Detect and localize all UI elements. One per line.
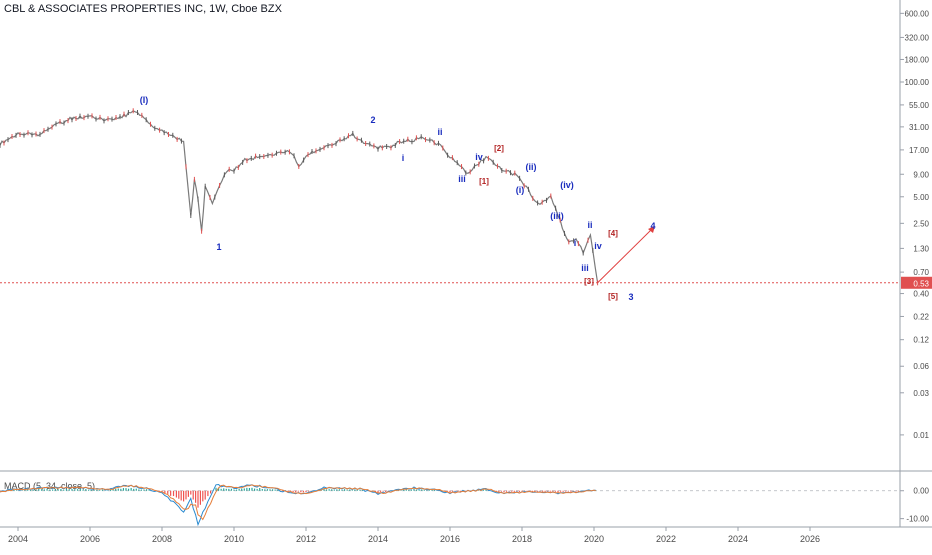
y-tick-label: 600.00 — [905, 9, 930, 18]
current-price-badge — [901, 276, 932, 289]
price-line — [0, 110, 599, 283]
x-tick-label: 2004 — [8, 534, 28, 544]
current-price-label: 0.53 — [913, 279, 929, 288]
y-tick-label: 0.40 — [913, 290, 929, 299]
wave-label: iv — [475, 152, 483, 162]
macd-pane: MACD (5, 34, close, 5) — [0, 481, 900, 527]
y-tick-label: 0.22 — [913, 312, 929, 321]
wave-label: 2 — [370, 115, 375, 125]
chart-title: CBL & ASSOCIATES PROPERTIES INC, 1W, Cbo… — [4, 3, 282, 15]
x-tick-label: 2022 — [656, 534, 676, 544]
wave-labels: (I)12iiiiiiiv(i)(ii)(iii)(iv)iiiiiiiv43[… — [140, 95, 656, 302]
macd-tick-label: 0.00 — [913, 487, 929, 496]
wave-label-red: [3] — [584, 277, 594, 286]
wave-label: (ii) — [526, 162, 537, 172]
wave-label-red: [2] — [494, 144, 504, 153]
y-tick-label: 0.06 — [913, 362, 929, 371]
wave-label-red: [4] — [608, 229, 618, 238]
wave-label: (i) — [516, 185, 525, 195]
x-tick-label: 2018 — [512, 534, 532, 544]
x-tick-label: 2024 — [728, 534, 748, 544]
wave-label: ii — [437, 127, 442, 137]
wave-label: iv — [594, 241, 602, 251]
wave-label: iii — [458, 174, 466, 184]
macd-title: MACD (5, 34, close, 5) — [4, 481, 95, 491]
x-tick-label: 2010 — [224, 534, 244, 544]
y-tick-label: 5.00 — [913, 193, 929, 202]
y-tick-label: 0.01 — [913, 431, 929, 440]
wave-label-red: [1] — [479, 177, 489, 186]
y-tick-label: 0.12 — [913, 336, 929, 345]
x-tick-label: 2026 — [800, 534, 820, 544]
wave-label: i — [402, 153, 405, 163]
y-tick-label: 180.00 — [905, 55, 930, 64]
wave-label: iii — [581, 263, 589, 273]
y-tick-label: 2.50 — [913, 219, 929, 228]
x-tick-label: 2014 — [368, 534, 388, 544]
y-tick-label: 0.70 — [913, 268, 929, 277]
x-tick-label: 2020 — [584, 534, 604, 544]
wave-label: (iv) — [560, 180, 574, 190]
y-tick-label: 9.00 — [913, 170, 929, 179]
wave-label: (I) — [140, 95, 149, 105]
x-tick-label: 2016 — [440, 534, 460, 544]
y-tick-label: 17.00 — [909, 146, 930, 155]
projection-line — [597, 228, 653, 284]
wave-label: 4 — [650, 221, 655, 231]
y-tick-label: 1.30 — [913, 244, 929, 253]
y-tick-label: 0.03 — [913, 389, 929, 398]
wave-label: (iii) — [550, 211, 564, 221]
y-tick-label: 320.00 — [905, 33, 930, 42]
x-tick-label: 2008 — [152, 534, 172, 544]
wave-label: i — [574, 238, 577, 248]
y-tick-label: 55.00 — [909, 101, 930, 110]
wave-label: ii — [587, 220, 592, 230]
wave-label: 3 — [628, 292, 633, 302]
macd-signal-line — [0, 484, 596, 521]
projection-arrowhead — [648, 226, 655, 233]
macd-tick-label: -10.00 — [906, 515, 929, 524]
x-tick-label: 2006 — [80, 534, 100, 544]
y-tick-label: 31.00 — [909, 123, 930, 132]
x-tick-label: 2012 — [296, 534, 316, 544]
wave-label: 1 — [216, 242, 221, 252]
wave-label-red: [5] — [608, 292, 618, 301]
y-tick-label: 100.00 — [905, 78, 930, 87]
price-series: 0.53 — [0, 108, 932, 289]
